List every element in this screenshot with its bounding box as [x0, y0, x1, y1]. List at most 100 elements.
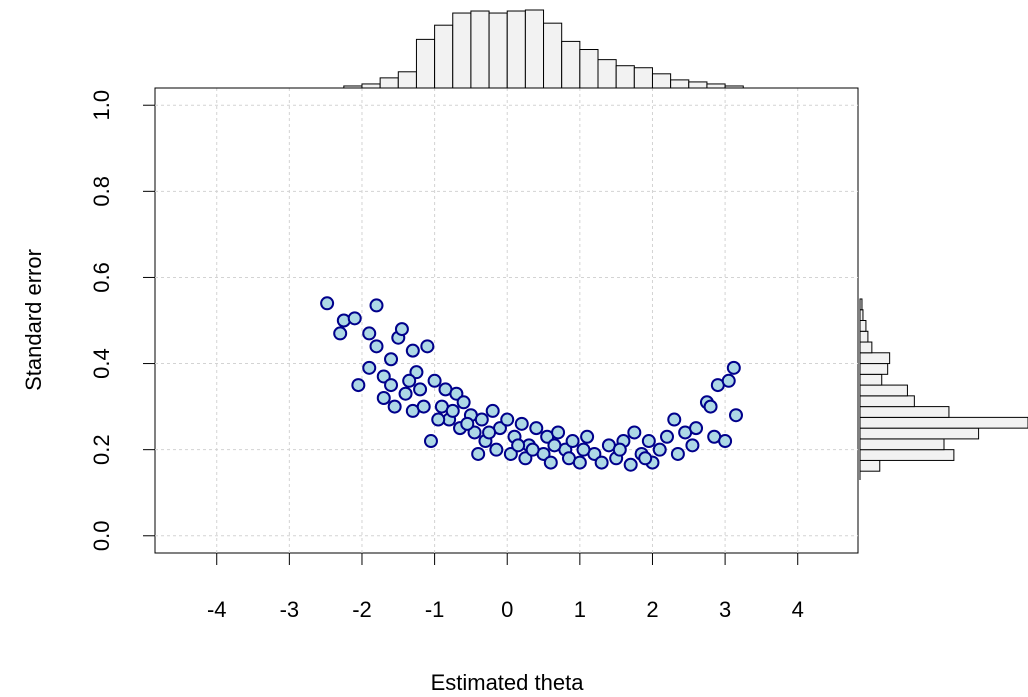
scatter-point — [320, 296, 335, 311]
scatter-point — [703, 399, 718, 414]
top-histogram-bar — [724, 85, 744, 89]
scatter-point — [474, 412, 489, 427]
top-histogram-bar — [561, 40, 581, 89]
x-tick-label: -2 — [352, 597, 372, 622]
scatter-point — [594, 455, 609, 470]
top-histogram-bar — [452, 12, 472, 89]
x-tick-label: -4 — [207, 597, 227, 622]
scatter-point — [652, 442, 667, 457]
scatter-point — [489, 442, 504, 457]
scatter-point — [543, 455, 558, 470]
x-tick-label: 0 — [501, 597, 513, 622]
top-histogram-bar — [615, 65, 635, 89]
top-histogram-bar — [343, 85, 363, 89]
scatter-point — [369, 339, 384, 354]
right-histogram-bar — [859, 416, 1028, 429]
scatter-point — [514, 416, 529, 431]
plot-frame — [154, 87, 859, 554]
scatter-point — [384, 352, 399, 367]
scatter-point — [728, 408, 743, 423]
scatter-point — [387, 399, 402, 414]
y-tick-label: 0.0 — [89, 520, 114, 551]
scatter-point — [409, 365, 424, 380]
x-tick-label: 2 — [646, 597, 658, 622]
y-axis-label: Standard error — [21, 249, 46, 391]
y-tick-label: 0.4 — [89, 348, 114, 379]
right-histogram-bar — [859, 352, 891, 365]
top-histogram-bar — [434, 24, 454, 89]
top-histogram-bar — [488, 12, 508, 89]
scatter-point — [362, 326, 377, 341]
x-tick-label: 3 — [719, 597, 731, 622]
top-histogram-bar — [506, 10, 526, 89]
scatter-point — [333, 326, 348, 341]
scatter-point — [485, 403, 500, 418]
right-histogram-bar — [859, 330, 869, 343]
scatter-point — [503, 446, 518, 461]
scatter-point — [431, 412, 446, 427]
scatter-point — [667, 412, 682, 427]
scatter-point — [376, 391, 391, 405]
right-histogram-bar — [859, 427, 980, 440]
scatter-point — [685, 438, 700, 453]
scatter-point — [376, 369, 391, 384]
top-histogram-bar — [415, 38, 436, 89]
scatter-point — [362, 360, 377, 375]
top-histogram-bar — [688, 81, 708, 89]
top-histogram-bar — [670, 79, 690, 89]
scatter-point — [689, 421, 704, 436]
scatter-point — [500, 412, 515, 427]
scatter-point — [445, 403, 460, 418]
right-histogram-bar — [859, 459, 881, 472]
y-tick-label: 0.8 — [89, 176, 114, 207]
scatter-point — [413, 382, 428, 397]
x-tick-label: 1 — [574, 597, 586, 622]
scatter-point — [518, 451, 533, 466]
scatter-point — [525, 442, 540, 457]
scatter-point — [405, 343, 420, 358]
right-histogram-bar — [859, 309, 864, 322]
top-histogram-bar — [651, 73, 672, 89]
right-histogram-bar — [859, 363, 889, 375]
scatter-point — [612, 442, 627, 457]
scatter-point — [482, 425, 497, 440]
right-histogram-bar — [859, 449, 955, 461]
top-histogram-bar — [361, 83, 381, 89]
scatter-point — [460, 416, 475, 431]
right-histogram-bar — [859, 373, 883, 386]
right-histogram-bar — [859, 406, 950, 418]
scatter-point — [394, 322, 409, 337]
right-histogram-bar — [859, 320, 867, 332]
x-tick-label: 4 — [792, 597, 804, 622]
scatter-point — [572, 455, 587, 470]
scatter-point — [351, 378, 366, 393]
scatter-point — [398, 386, 413, 401]
scatter-point — [627, 425, 642, 440]
top-histogram-bar — [379, 77, 399, 89]
scatter-point — [456, 395, 471, 410]
scatter-point — [638, 451, 653, 466]
scatter-point — [641, 434, 656, 449]
scatter-point — [420, 339, 435, 354]
scatter-point — [623, 457, 638, 472]
scatter-point — [402, 373, 417, 388]
scatter-point — [384, 378, 399, 393]
top-histogram-bar — [579, 49, 599, 89]
x-tick-label: -3 — [280, 597, 300, 622]
scatter-point — [467, 425, 482, 440]
scatter-point — [347, 311, 362, 326]
scatter-point — [659, 429, 674, 444]
right-histogram-bar — [859, 341, 873, 354]
scatter-point — [423, 434, 438, 449]
x-axis-label: Estimated theta — [431, 670, 585, 695]
top-histogram-bar — [633, 67, 653, 89]
right-histogram-bar — [859, 438, 945, 451]
top-histogram-bar — [706, 83, 726, 89]
top-histogram-bar — [470, 10, 490, 89]
scatter-point — [565, 434, 580, 449]
scatter-point — [547, 438, 562, 453]
scatter-point — [670, 446, 685, 461]
scatter-point — [551, 425, 566, 440]
y-tick-label: 1.0 — [89, 90, 114, 121]
